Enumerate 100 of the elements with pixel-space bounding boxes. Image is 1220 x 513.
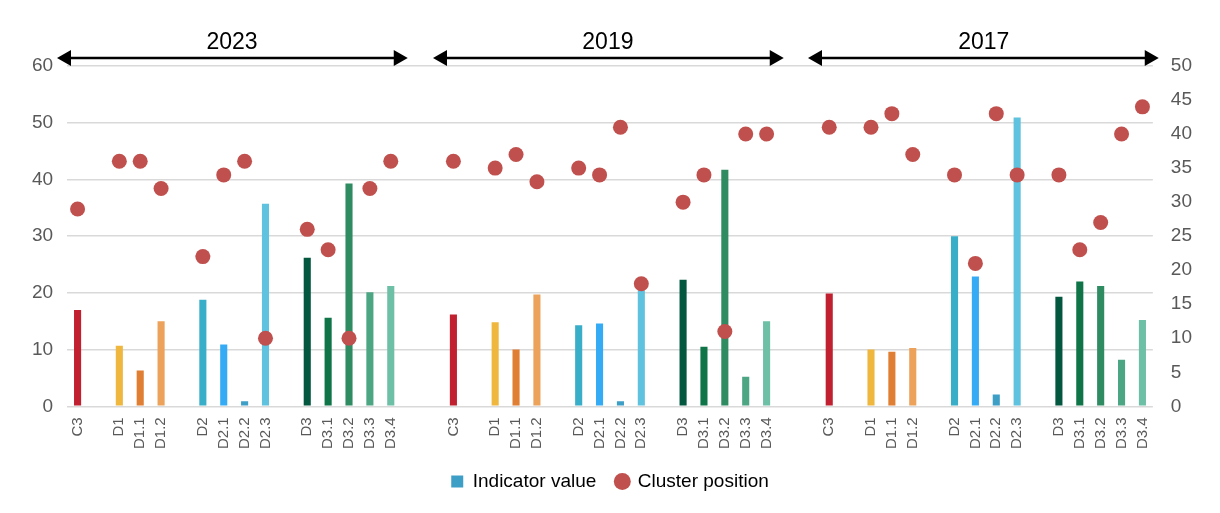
x-tick-label: D1.2: [527, 417, 545, 449]
point: [592, 167, 608, 183]
x-tick-label: C3: [819, 417, 837, 437]
x-tick-label: D3.3: [360, 417, 378, 449]
bar: [971, 276, 979, 406]
x-tick-label: D1: [861, 417, 879, 437]
point: [237, 153, 253, 169]
point: [821, 119, 837, 135]
point: [571, 160, 587, 176]
point: [153, 181, 169, 197]
x-tick-label: D3.1: [1069, 417, 1087, 449]
bar: [825, 293, 833, 406]
bar: [512, 349, 520, 406]
x-tick-label: D3.1: [318, 417, 336, 449]
x-tick-label: D1.2: [151, 417, 169, 449]
y2-tick-label: 0: [1170, 394, 1182, 416]
point: [341, 330, 357, 346]
y2-tick-label: 25: [1170, 224, 1193, 246]
x-tick-label: D2: [192, 417, 210, 437]
x-tick-label: D2.2: [986, 417, 1004, 449]
y2-tick-label: 15: [1170, 292, 1193, 314]
point: [675, 194, 691, 210]
y2-tick-label: 30: [1170, 190, 1193, 212]
x-tick-label: D3.1: [694, 417, 712, 449]
x-tick-label: D2.2: [234, 417, 252, 449]
point: [1009, 167, 1025, 183]
point: [216, 167, 232, 183]
point: [299, 221, 315, 237]
x-tick-label: D1: [485, 417, 503, 437]
y2-tick-label: 5: [1170, 360, 1182, 382]
point: [717, 323, 733, 339]
bar: [324, 317, 332, 406]
y-tick-label: 20: [31, 281, 54, 303]
x-tick-label: D2.1: [965, 417, 983, 449]
bar: [303, 257, 311, 406]
point: [1051, 167, 1067, 183]
y-tick-label: 0: [42, 394, 54, 416]
point: [111, 153, 127, 169]
point: [487, 160, 503, 176]
x-tick-label: D2.3: [1007, 417, 1025, 449]
y-tick-label: 60: [31, 54, 54, 76]
bar: [1055, 296, 1063, 406]
point: [1072, 242, 1088, 258]
bar: [1013, 117, 1021, 406]
x-tick-label: D3.2: [339, 417, 357, 449]
bar: [449, 314, 457, 406]
point: [905, 146, 921, 162]
point: [383, 153, 399, 169]
x-tick-label: D1: [109, 417, 127, 437]
y2-tick-label: 10: [1170, 326, 1193, 348]
point: [1114, 126, 1130, 142]
bar: [1076, 281, 1084, 406]
point: [132, 153, 148, 169]
x-tick-label: D3: [297, 417, 315, 437]
bar: [115, 345, 123, 406]
bar: [366, 292, 374, 406]
x-tick-label: C3: [443, 417, 461, 437]
bar: [199, 299, 207, 406]
point: [70, 201, 86, 217]
x-tick-label: D2.3: [631, 417, 649, 449]
bar: [1118, 359, 1126, 406]
y-tick-label: 30: [31, 224, 54, 246]
y-tick-label: 40: [31, 167, 54, 189]
point: [195, 249, 211, 265]
y2-tick-label: 45: [1170, 88, 1193, 110]
point: [696, 167, 712, 183]
point: [257, 330, 273, 346]
y2-tick-label: 50: [1170, 54, 1193, 76]
x-tick-label: D3.2: [714, 417, 732, 449]
text: 2019: [581, 28, 635, 54]
x-tick-label: D1.1: [130, 417, 148, 449]
point: [529, 174, 545, 190]
text: 2017: [957, 28, 1011, 54]
bar: [909, 347, 917, 406]
bar: [596, 323, 604, 406]
bar: [136, 370, 144, 406]
bar: [575, 325, 583, 406]
bar: [721, 169, 729, 406]
bar: [1138, 320, 1146, 406]
bar: [261, 203, 270, 406]
point: [633, 276, 649, 292]
bar: [616, 401, 624, 406]
x-tick-label: D2.3: [255, 417, 273, 449]
text: 2023: [205, 28, 259, 54]
point: [863, 119, 879, 135]
point: [988, 106, 1004, 122]
x-tick-label: D2.1: [213, 417, 231, 449]
x-tick-label: C3: [67, 417, 85, 437]
point: [1093, 215, 1109, 231]
x-tick-label: D3.4: [1132, 417, 1150, 449]
point: [947, 167, 963, 183]
bar: [679, 279, 687, 406]
x-tick-label: D3: [673, 417, 691, 437]
point: [612, 119, 628, 135]
x-tick-label: D3.4: [380, 417, 398, 449]
x-tick-label: D1.2: [902, 417, 920, 449]
x-tick-label: D3: [1049, 417, 1067, 437]
point: [1134, 99, 1150, 115]
bar: [888, 351, 896, 406]
bar: [992, 394, 1000, 406]
